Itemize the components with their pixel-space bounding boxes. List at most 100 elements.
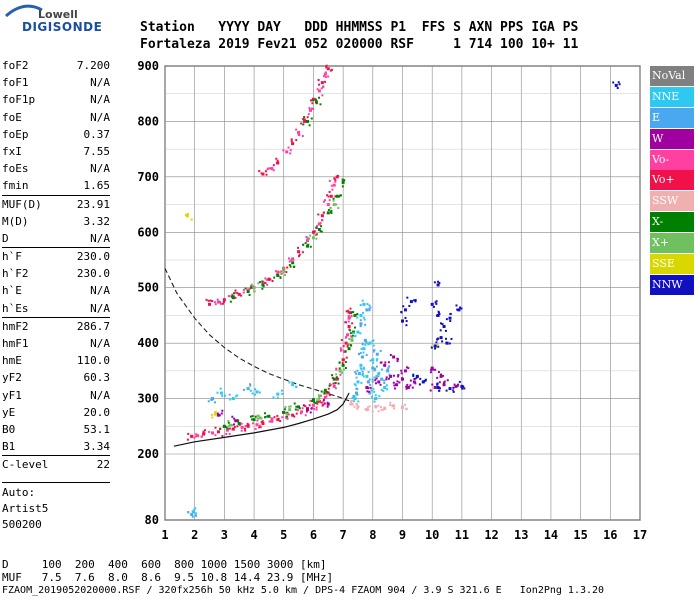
data-point-texture <box>329 211 332 214</box>
data-point-texture <box>436 383 439 386</box>
data-point-texture <box>354 384 357 387</box>
param-value: N/A <box>90 301 110 315</box>
data-point-texture <box>386 368 389 371</box>
data-point-texture <box>234 289 237 292</box>
data-point-texture <box>280 272 283 275</box>
data-point-texture <box>238 424 241 427</box>
data-point-texture <box>308 404 311 407</box>
data-point-texture <box>350 311 353 314</box>
data-point <box>261 172 265 176</box>
data-point-texture <box>228 393 231 396</box>
param-value: 1.65 <box>83 179 111 193</box>
data-point-texture <box>400 369 403 372</box>
y-tick-label: 600 <box>137 225 159 239</box>
data-point-texture <box>216 412 219 415</box>
data-point-texture <box>372 361 375 364</box>
data-point-texture <box>249 389 252 392</box>
data-point <box>303 119 307 123</box>
data-point-texture <box>321 94 324 97</box>
data-point-texture <box>223 298 226 301</box>
data-point-texture <box>439 373 442 376</box>
data-point <box>371 358 375 362</box>
data-point-texture <box>345 310 348 313</box>
data-point <box>357 372 361 376</box>
data-point-texture <box>387 367 390 370</box>
data-point-texture <box>337 382 340 385</box>
data-point <box>323 388 327 392</box>
data-point-texture <box>227 425 230 428</box>
data-point <box>430 302 434 306</box>
data-point-texture <box>231 424 234 427</box>
ionogram-chart: 1 2 3 4 5 6 7 8 9 10 11 12 13 14 15 16 17802003004005006… <box>137 59 647 542</box>
data-point-texture <box>430 346 433 349</box>
data-point-texture <box>351 396 354 399</box>
data-point-texture <box>373 367 376 370</box>
data-point-texture <box>319 394 322 397</box>
data-point-texture <box>308 107 311 110</box>
data-point <box>332 377 336 381</box>
data-point-texture <box>351 399 354 402</box>
data-point-texture <box>438 387 441 390</box>
data-point <box>383 407 387 411</box>
data-point <box>317 228 321 232</box>
data-point-texture <box>372 339 375 342</box>
data-point-texture <box>405 407 408 410</box>
autoscaling-info: Auto: Artist5 500200 <box>2 482 110 533</box>
data-point-texture <box>250 283 253 286</box>
data-point <box>614 83 618 87</box>
data-point <box>365 385 369 389</box>
data-point-texture <box>412 375 415 378</box>
data-point-texture <box>343 179 346 182</box>
param-value: N/A <box>90 231 110 245</box>
data-point-texture <box>231 415 234 418</box>
param-name: M(D) <box>2 214 29 228</box>
data-point <box>389 374 393 378</box>
data-point-texture <box>366 390 369 393</box>
data-point-texture <box>253 393 256 396</box>
param-value: N/A <box>90 76 110 90</box>
param-name: B1 <box>2 440 16 454</box>
data-point-texture <box>446 379 449 382</box>
data-point-texture <box>384 361 387 364</box>
param-name: fmin <box>2 179 29 193</box>
data-point-texture <box>372 387 375 390</box>
data-point-texture <box>445 389 448 392</box>
data-point <box>383 363 387 367</box>
data-point-texture <box>328 190 331 193</box>
data-point-texture <box>228 432 231 435</box>
data-point-texture <box>320 230 323 233</box>
data-point-texture <box>383 382 386 385</box>
data-point-texture <box>234 291 237 294</box>
data-point-texture <box>290 140 293 143</box>
data-point-texture <box>254 427 257 430</box>
data-point-texture <box>435 300 438 303</box>
data-point <box>317 89 321 93</box>
data-point-texture <box>261 287 264 290</box>
data-point-texture <box>385 376 388 379</box>
data-point-texture <box>256 417 259 420</box>
param-name: yF2 <box>2 371 22 385</box>
data-point-texture <box>187 511 190 514</box>
data-point-texture <box>295 139 298 142</box>
data-point-texture <box>341 362 344 365</box>
param-name: foF1p <box>2 93 36 107</box>
data-point-texture <box>315 237 318 240</box>
data-point-texture <box>272 396 275 399</box>
param-name: hmE <box>2 354 22 368</box>
data-point-texture <box>227 421 230 424</box>
data-point-texture <box>436 344 439 347</box>
data-point-texture <box>314 233 317 236</box>
data-point-texture <box>432 368 435 371</box>
data-point-texture <box>363 303 366 306</box>
data-point-texture <box>362 366 365 369</box>
data-point-texture <box>271 280 274 283</box>
data-point-texture <box>221 394 224 397</box>
data-point-texture <box>373 349 376 352</box>
data-point <box>190 513 194 516</box>
param-value: 53.1 <box>83 422 111 436</box>
data-point <box>311 97 315 101</box>
data-point-texture <box>325 66 328 69</box>
data-point-texture <box>269 278 272 281</box>
data-point-texture <box>616 87 619 90</box>
data-point-texture <box>368 304 371 307</box>
